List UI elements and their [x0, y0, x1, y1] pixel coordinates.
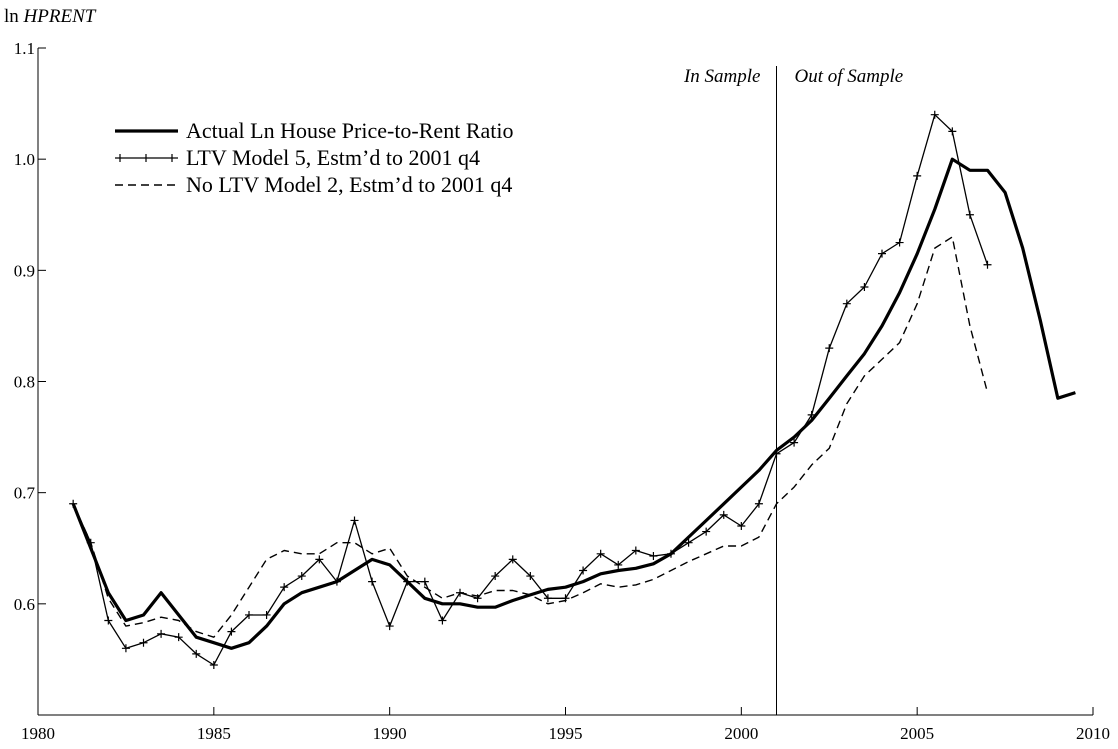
- point-marker: [121, 644, 130, 653]
- x-tick-label: 1990: [373, 724, 407, 743]
- point-marker: [772, 449, 781, 458]
- point-marker: [104, 616, 113, 625]
- point-marker: [526, 572, 535, 581]
- point-marker: [930, 110, 939, 119]
- point-marker: [965, 210, 974, 219]
- point-marker: [631, 546, 640, 555]
- point-marker: [790, 438, 799, 447]
- point-marker: [245, 610, 253, 619]
- point-marker: [860, 283, 869, 292]
- point-marker: [807, 410, 816, 419]
- point-marker: [737, 522, 746, 531]
- y-tick-label: 0.6: [14, 595, 35, 614]
- point-marker: [403, 577, 412, 586]
- point-marker: [579, 566, 588, 575]
- y-axis-title: ln HPRENT: [4, 6, 97, 27]
- point-marker: [192, 649, 201, 658]
- point-marker: [332, 577, 341, 586]
- point-marker: [596, 549, 605, 558]
- series-line: [71, 157, 1076, 650]
- point-marker: [139, 638, 148, 647]
- series-line: [72, 236, 989, 638]
- point-marker: [297, 572, 306, 581]
- y-tick-label: 0.9: [14, 261, 35, 280]
- point-marker: [825, 344, 834, 353]
- point-marker: [649, 552, 658, 561]
- point-marker: [69, 499, 78, 508]
- point-marker: [754, 499, 763, 508]
- y-tick-label: 1.1: [14, 39, 35, 58]
- point-marker: [878, 249, 886, 258]
- point-marker: [157, 629, 166, 638]
- y-tick-label: 0.8: [14, 373, 35, 392]
- x-tick-label: 2005: [900, 724, 934, 743]
- y-axis-title-prefix: ln: [4, 6, 19, 27]
- point-marker: [614, 560, 623, 569]
- point-marker: [350, 516, 359, 525]
- x-tick-label: 1995: [549, 724, 583, 743]
- point-marker: [491, 572, 500, 581]
- point-marker: [315, 555, 324, 564]
- legend-label: Actual Ln House Price-to-Rent Ratio: [186, 118, 513, 143]
- point-marker: [948, 127, 957, 136]
- x-tick-label: 1980: [21, 724, 55, 743]
- y-axis-title-var: HPRENT: [23, 6, 97, 27]
- point-marker: [667, 549, 675, 558]
- series-line: [72, 114, 989, 666]
- point-marker: [702, 527, 711, 536]
- point-marker: [438, 616, 447, 625]
- point-marker: [209, 660, 218, 669]
- point-marker: [385, 622, 394, 631]
- point-marker: [262, 610, 271, 619]
- x-tick-label: 1985: [197, 724, 231, 743]
- point-marker: [368, 577, 377, 586]
- legend-label: LTV Model 5, Estm’d to 2001 q4: [186, 145, 480, 170]
- point-marker: [983, 260, 992, 269]
- legend-label: No LTV Model 2, Estm’d to 2001 q4: [186, 172, 512, 197]
- point-marker: [543, 594, 552, 603]
- point-marker: [842, 299, 851, 308]
- point-marker: [227, 627, 236, 636]
- point-marker: [684, 538, 693, 547]
- point-marker: [913, 171, 922, 180]
- point-marker: [174, 633, 183, 642]
- annotation: In Sample: [683, 66, 761, 87]
- y-tick-label: 0.7: [14, 484, 36, 503]
- x-tick-label: 2010: [1076, 724, 1110, 743]
- point-marker: [280, 583, 289, 592]
- point-marker: [420, 577, 429, 586]
- point-marker: [895, 238, 904, 247]
- x-tick-label: 2000: [724, 724, 758, 743]
- point-marker: [508, 555, 517, 564]
- point-marker: [719, 510, 728, 519]
- annotation: Out of Sample: [795, 66, 904, 87]
- y-tick-label: 1.0: [14, 150, 35, 169]
